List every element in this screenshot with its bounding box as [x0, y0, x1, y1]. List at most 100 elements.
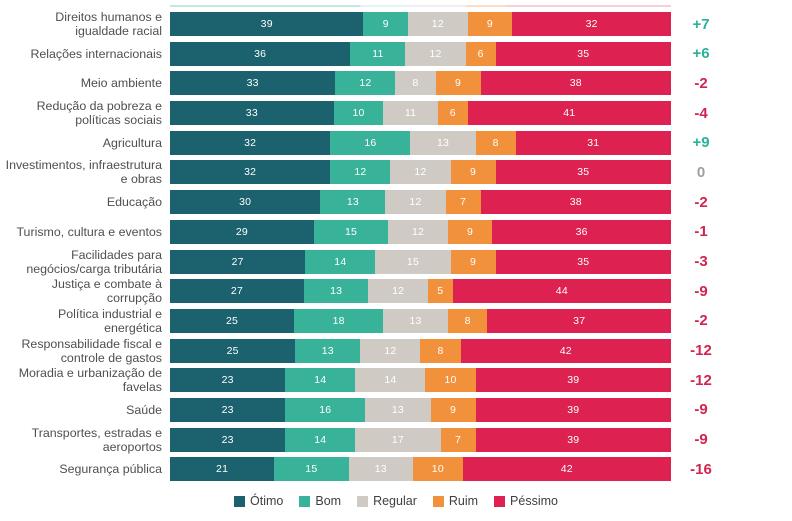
segment-otimo: 27: [170, 249, 306, 274]
segment-value: 7: [455, 433, 462, 446]
segment-value: 12: [431, 18, 444, 30]
segment-bom: 10: [333, 101, 384, 126]
segment-bom: 18: [294, 308, 384, 333]
segment-bom: 15: [274, 457, 349, 482]
segment-regular: 13: [348, 457, 414, 482]
segment-value: 36: [254, 47, 267, 60]
net-score: +6: [692, 45, 710, 63]
segment-pessimo: 32: [512, 12, 671, 36]
category-row: Meio ambiente 33 12 8 9 38 -2: [0, 71, 792, 96]
segment-pessimo: 39: [475, 368, 671, 393]
segment-value: 14: [384, 374, 397, 387]
legend-label: Péssimo: [510, 494, 558, 508]
segment-ruim: 8: [420, 338, 461, 363]
segment-value: 39: [567, 433, 580, 446]
legend-label: Regular: [373, 494, 417, 508]
segment-otimo: 33: [170, 101, 334, 126]
chart-rows: Direitos humanos e igualdade racial 39 9 12…: [0, 10, 792, 487]
category-row: Investimentos, infraestrutura e obras 32 1…: [0, 158, 792, 187]
category-label: Justiça e combate à corrupção: [51, 277, 162, 306]
segment-value: 37: [573, 314, 586, 327]
segment-value: 9: [382, 18, 389, 30]
segment-value: 32: [244, 136, 257, 149]
legend-item-ruim: Ruim: [432, 494, 479, 508]
segment-otimo: 25: [170, 308, 294, 333]
segment-value: 33: [246, 77, 259, 90]
segment-value: 16: [319, 403, 332, 416]
segment-value: 32: [585, 18, 598, 30]
segment-value: 25: [226, 344, 239, 357]
stacked-bar: 25 18 13 8 37: [170, 308, 671, 333]
segment-value: 13: [436, 136, 450, 149]
segment-value: 9: [486, 18, 493, 30]
legend-label: Ruim: [448, 494, 479, 508]
category-label: Relações internacionais: [30, 46, 162, 61]
segment-regular: 12: [408, 12, 468, 36]
segment-value: 38: [569, 196, 582, 209]
segment-value: 25: [225, 314, 239, 327]
segment-regular: 13: [410, 130, 476, 155]
segment-value: 8: [412, 77, 419, 90]
stacked-bar: 23 14 17 7 39: [170, 427, 671, 452]
category-label: Investimentos, infraestrutura e obras: [5, 158, 162, 187]
segment-regular: 13: [365, 397, 431, 422]
legend-label: Bom: [315, 494, 342, 508]
stacked-bar: 33 10 11 6 41: [170, 101, 671, 126]
segment-regular: 12: [390, 160, 451, 185]
segment-value: 6: [449, 107, 456, 120]
net-score: 0: [696, 163, 706, 181]
category-row: Agricultura 32 16 13 8 31 +9: [0, 130, 792, 155]
segment-regular: 12: [368, 279, 428, 304]
segment-value: 14: [314, 433, 327, 446]
stacked-bar: 25 13 12 8 42: [170, 338, 671, 363]
stacked-bar: 27 14 15 9 35: [170, 249, 671, 274]
segment-pessimo: 39: [475, 427, 671, 452]
segment-pessimo: 41: [467, 101, 671, 126]
segment-otimo: 23: [170, 427, 286, 452]
chart-legend: Ótimo Bom Regular Ruim Péssimo: [0, 494, 792, 508]
legend-item-otimo: Ótimo: [234, 494, 283, 508]
category-label: Direitos humanos e igualdade racial: [55, 10, 162, 38]
legend-item-bom: Bom: [299, 494, 341, 508]
segment-ruim: 9: [450, 249, 496, 274]
segment-value: 15: [406, 255, 419, 268]
segment-value: 15: [305, 463, 318, 476]
segment-value: 32: [244, 166, 257, 179]
category-row: Justiça e combate à corrupção 27 13 12 5 44 -9: [0, 277, 792, 306]
segment-otimo: 36: [170, 41, 351, 66]
segment-value: 10: [352, 107, 365, 120]
segment-value: 7: [460, 196, 467, 209]
segment-otimo: 30: [170, 190, 321, 215]
segment-value: 21: [216, 463, 229, 476]
segment-otimo: 23: [170, 397, 286, 422]
category-row: Moradia e urbanização de favelas 23 14 14 10…: [0, 366, 792, 395]
segment-otimo: 32: [170, 160, 331, 185]
segment-value: 9: [470, 166, 477, 179]
segment-pessimo: 35: [495, 41, 671, 66]
category-label: Transportes, estradas e aeroportos: [31, 425, 162, 454]
segment-value: 6: [477, 47, 484, 60]
segment-otimo: 21: [170, 457, 275, 482]
category-row: Saúde 23 16 13 9 39 -9: [0, 397, 792, 422]
segment-bom: 13: [295, 338, 361, 363]
category-label: Facilidades para negócios/carga tributár…: [26, 247, 162, 276]
segment-ruim: 9: [447, 219, 493, 244]
segment-value: 9: [467, 225, 474, 238]
segment-value: 14: [314, 374, 327, 387]
segment-ruim: 6: [465, 41, 496, 66]
segment-value: 27: [230, 285, 243, 298]
stacked-bar: 33 12 8 9 38: [170, 71, 671, 96]
stacked-bar: 32 12 12 9 35: [170, 160, 671, 185]
segment-ruim: 9: [450, 160, 496, 185]
category-row: Educação 30 13 12 7 38 -2: [0, 190, 792, 215]
stacked-bar: 29 15 12 9 36: [170, 219, 671, 244]
segment-pessimo: 44: [452, 279, 671, 304]
legend-swatch-otimo: [234, 495, 246, 507]
legend-swatch-regular: [357, 495, 369, 507]
segment-pessimo: 31: [515, 130, 671, 155]
net-score: -9: [694, 282, 708, 300]
category-label: Moradia e urbanização de favelas: [18, 366, 162, 395]
segment-value: 12: [414, 166, 427, 179]
segment-otimo: 25: [170, 338, 296, 363]
